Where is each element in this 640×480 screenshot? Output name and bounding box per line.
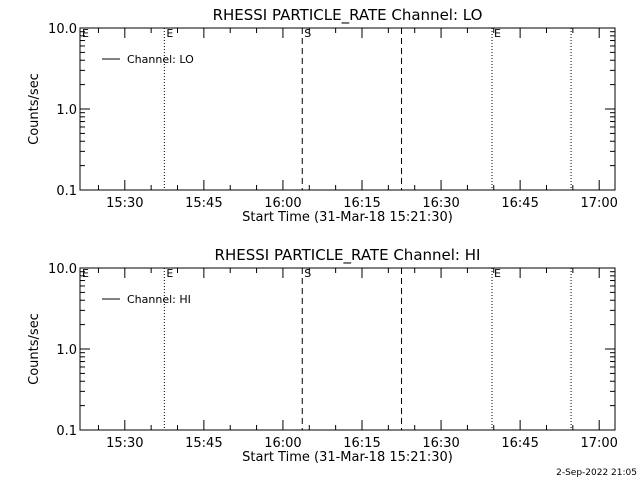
- y-tick-label: 1.0: [56, 343, 77, 358]
- y-tick-label: 0.1: [56, 184, 77, 199]
- marker-label: E: [494, 27, 501, 40]
- y-axis-label: Counts/sec: [27, 313, 42, 385]
- y-tick-label: 10.0: [48, 22, 77, 37]
- x-tick-label: 15:45: [185, 436, 222, 451]
- marker-label: E: [494, 267, 501, 280]
- chart-panels: RHESSI PARTICLE_RATE Channel: LO 15:30 15:…: [27, 6, 618, 465]
- x-axis-label: Start Time (31-Mar-18 15:21:30): [242, 450, 453, 465]
- y-tick-label: 1.0: [56, 103, 77, 118]
- x-tick-label: 17:00: [580, 196, 617, 211]
- marker-label: S: [304, 267, 311, 280]
- x-tick-label: 15:45: [185, 196, 222, 211]
- corner-label: E: [82, 267, 89, 280]
- chart-panel-1: RHESSI PARTICLE_RATE Channel: LO 15:30 15:…: [27, 6, 618, 225]
- y-axis-label: Counts/sec: [27, 73, 42, 145]
- x-tick-label: 16:15: [343, 436, 380, 451]
- chart-title: RHESSI PARTICLE_RATE Channel: LO: [213, 6, 483, 25]
- x-tick-label: 16:00: [264, 196, 301, 211]
- legend-label: Channel: HI: [127, 293, 191, 306]
- y-tick-label: 10.0: [48, 262, 77, 277]
- corner-label: E: [82, 27, 89, 40]
- marker-label: S: [304, 27, 311, 40]
- chart-title: RHESSI PARTICLE_RATE Channel: HI: [215, 246, 481, 265]
- legend-label: Channel: LO: [127, 53, 194, 66]
- x-tick-label: 15:30: [106, 196, 143, 211]
- footer-timestamp: 2-Sep-2022 21:05: [556, 468, 637, 478]
- x-tick-label: 16:30: [422, 196, 459, 211]
- x-tick-label: 16:30: [422, 436, 459, 451]
- chart-panel-2: RHESSI PARTICLE_RATE Channel: HI 15:30 15:…: [27, 246, 618, 465]
- x-tick-label: 16:45: [501, 196, 538, 211]
- y-tick-label: 0.1: [56, 424, 77, 439]
- x-tick-label: 17:00: [580, 436, 617, 451]
- x-tick-label: 16:45: [501, 436, 538, 451]
- x-tick-label: 15:30: [106, 436, 143, 451]
- x-tick-label: 16:00: [264, 436, 301, 451]
- marker-label: E: [166, 267, 173, 280]
- x-tick-label: 16:15: [343, 196, 380, 211]
- marker-label: E: [166, 27, 173, 40]
- x-axis-label: Start Time (31-Mar-18 15:21:30): [242, 210, 453, 225]
